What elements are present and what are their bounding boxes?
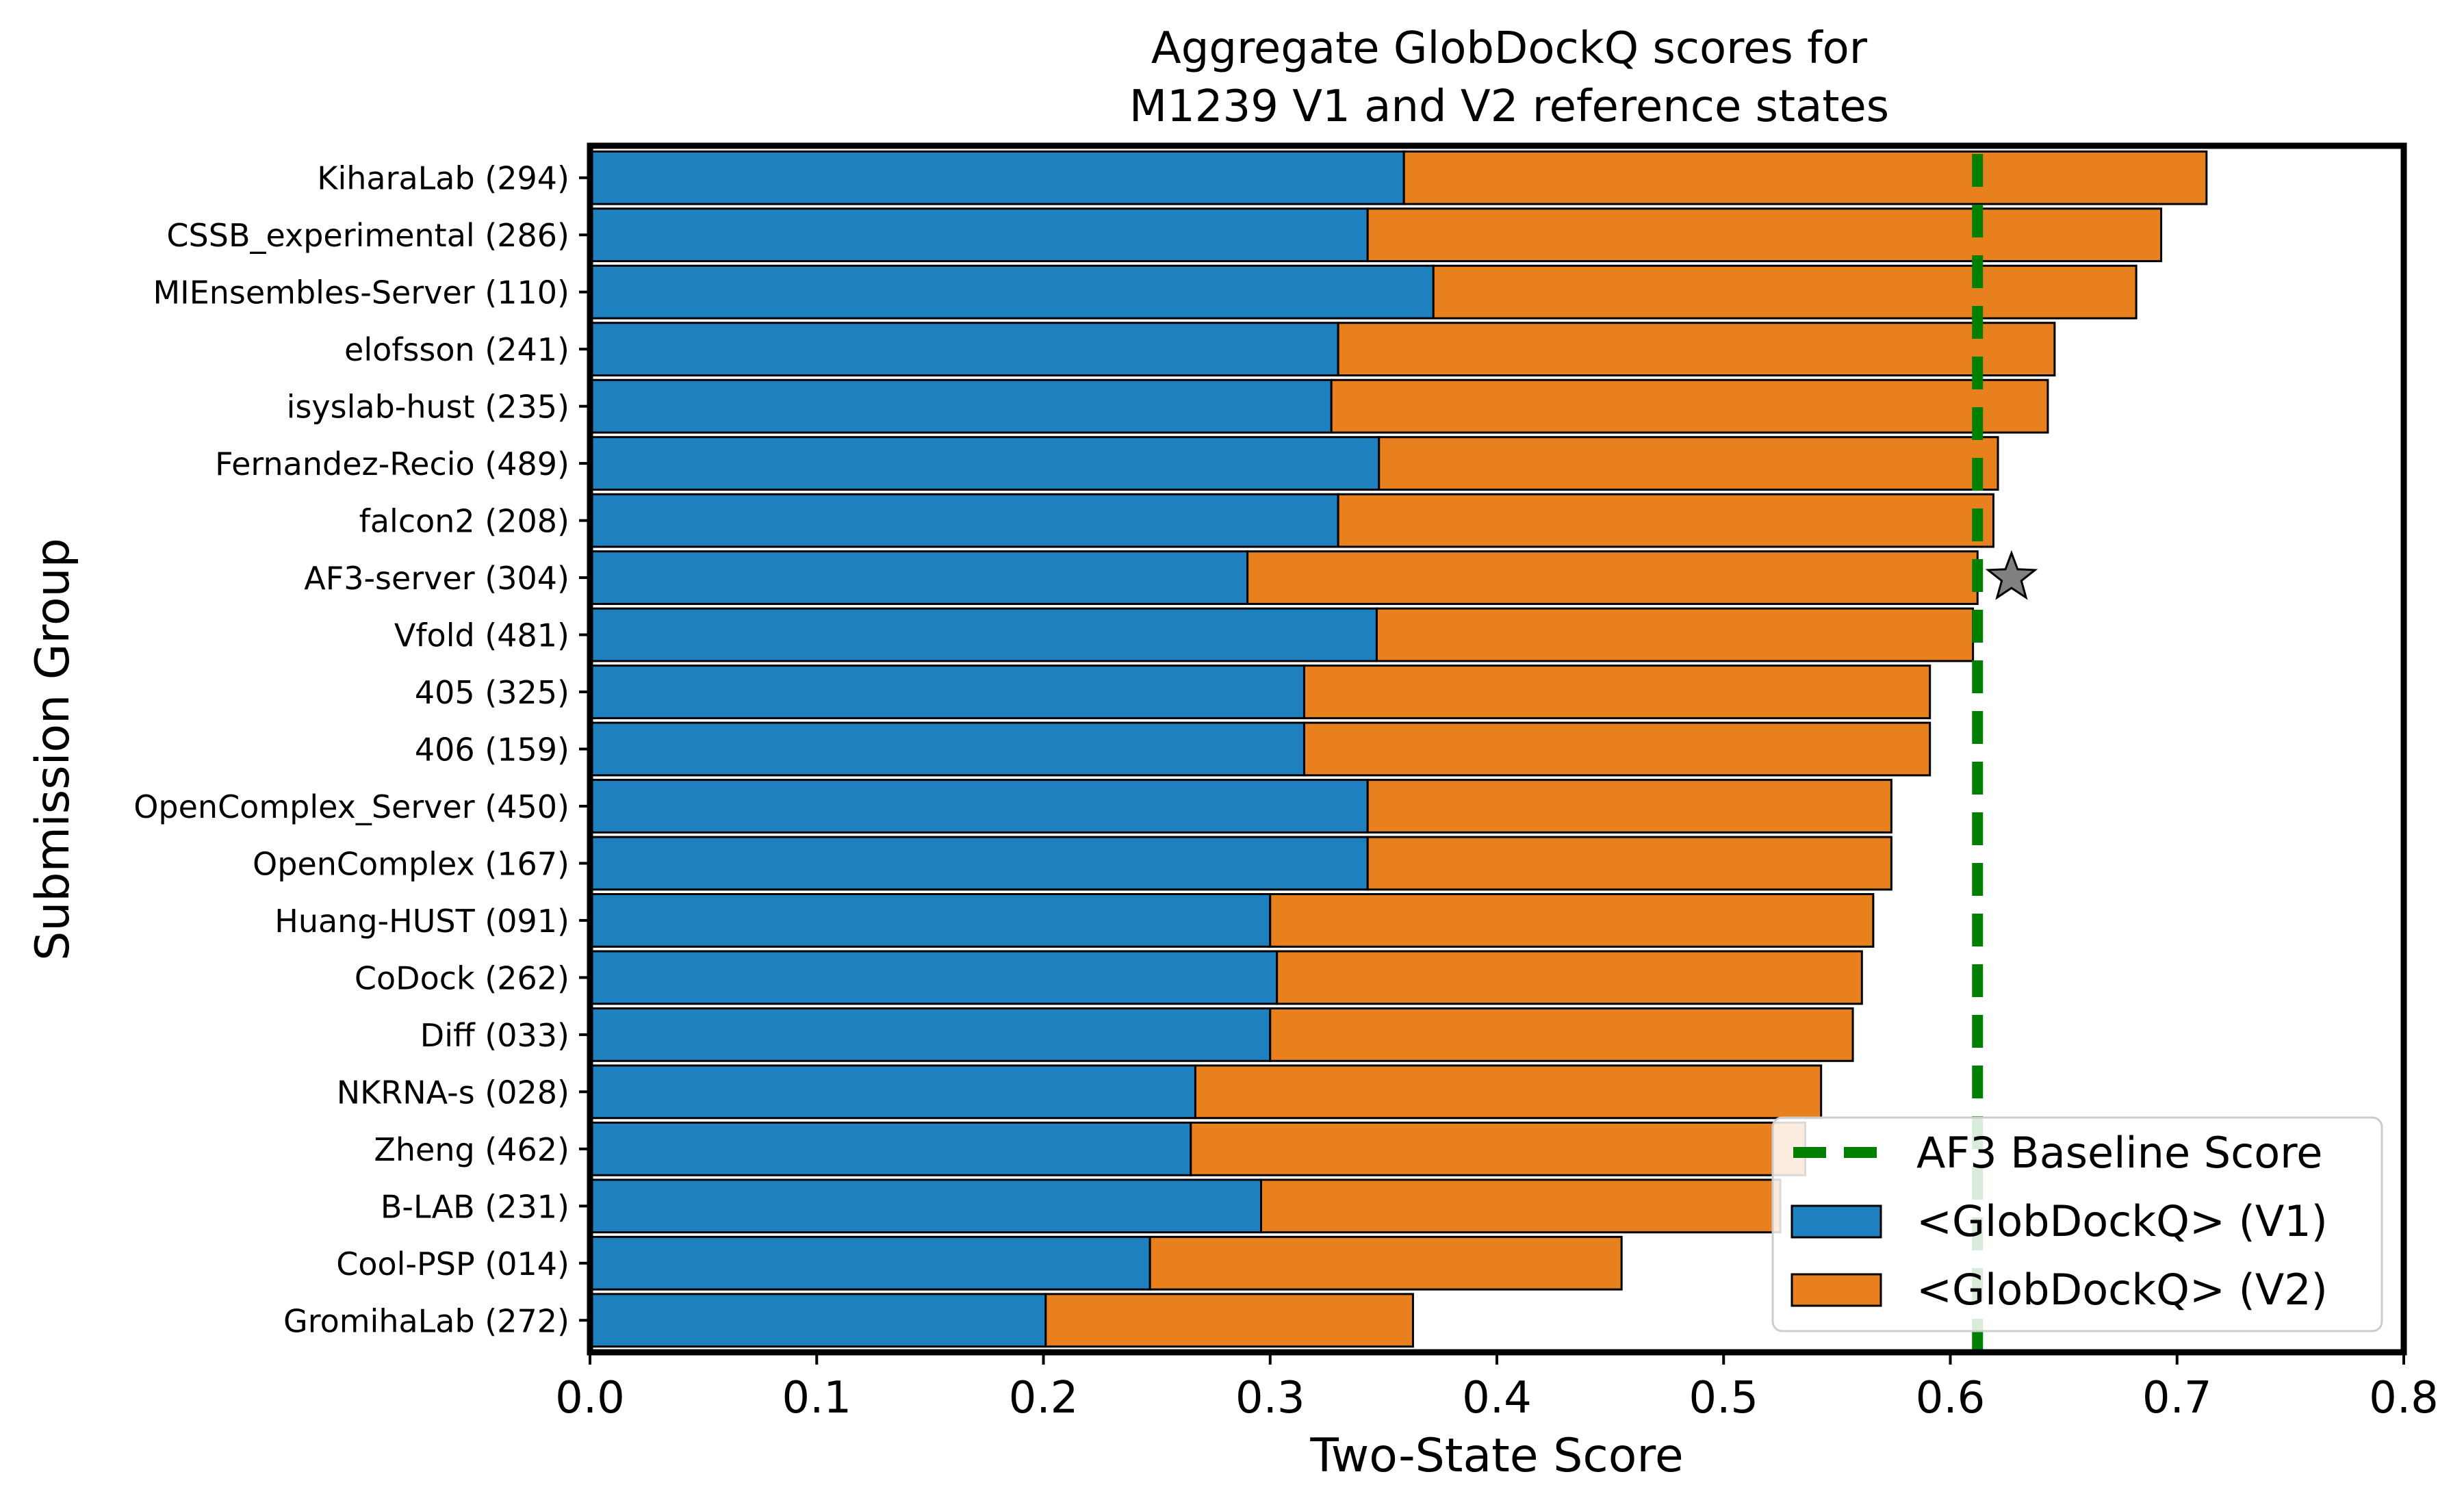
- bar-v1: [589, 550, 1249, 605]
- bar-v2: [1432, 264, 2138, 320]
- x-tick-label: 0.1: [782, 1373, 851, 1423]
- y-tick-label: KiharaLab (294): [317, 160, 569, 197]
- bar-v2: [1269, 893, 1875, 948]
- x-tick-label: 0.5: [1689, 1373, 1758, 1423]
- bar-v2: [1302, 665, 1932, 719]
- bar-v1: [589, 378, 1333, 434]
- bar-layer: [589, 150, 2208, 1348]
- bar-v1: [589, 322, 1339, 377]
- y-tick-label: elofsson (241): [344, 331, 569, 368]
- bar-v1: [589, 893, 1272, 948]
- y-tick-label: Vfold (481): [394, 617, 569, 654]
- y-tick-label: CoDock (262): [355, 959, 569, 996]
- y-tick-label: Huang-HUST (091): [274, 903, 569, 940]
- y-tick-label: Diff (033): [420, 1017, 569, 1054]
- bar-v1: [589, 150, 1405, 205]
- bar-v2: [1148, 1235, 1623, 1291]
- bar-v1: [589, 493, 1339, 548]
- legend-baseline-label: AF3 Baseline Score: [1916, 1128, 2322, 1178]
- y-tick-label: OpenComplex_Server (450): [133, 788, 569, 825]
- bar-v2: [1269, 1007, 1854, 1062]
- legend-v1-label: <GlobDockQ> (V1): [1916, 1196, 2328, 1246]
- bar-v1: [589, 1064, 1196, 1120]
- y-tick-label: isyslab-hust (235): [287, 389, 569, 426]
- bar-v2: [1337, 322, 2056, 377]
- bar-v1: [589, 950, 1279, 1005]
- chart-title-line-2: M1239 V1 and V2 reference states: [1129, 81, 1889, 132]
- legend: AF3 Baseline Score <GlobDockQ> (V1) <Glo…: [1771, 1116, 2383, 1332]
- y-tick-label: 405 (325): [415, 674, 569, 711]
- bar-v1: [589, 1293, 1047, 1348]
- bar-v2: [1402, 150, 2208, 205]
- plot-frame: [587, 142, 2407, 1356]
- y-tick-label: GromihaLab (272): [283, 1302, 569, 1339]
- af3-score-star-marker: [1985, 550, 2038, 600]
- y-tick-label: Cool-PSP (014): [336, 1246, 569, 1282]
- x-axis-label: Two-State Score: [1309, 1429, 1683, 1483]
- x-tick-label: 0.4: [1462, 1373, 1532, 1423]
- bar-v2: [1378, 436, 1999, 491]
- y-axis-label: Submission Group: [26, 538, 80, 961]
- y-tick-label: NKRNA-s (028): [337, 1074, 569, 1111]
- y-tick-label: falcon2 (208): [359, 503, 569, 540]
- x-tick-label: 0.0: [555, 1373, 625, 1423]
- y-tick-label: Zheng (462): [374, 1131, 569, 1168]
- y-tick-label: AF3-server (304): [304, 560, 569, 597]
- bar-v1: [589, 1235, 1151, 1291]
- y-tick-label: 406 (159): [415, 732, 569, 769]
- bar-v1: [589, 1007, 1272, 1062]
- y-tick-label: OpenComplex (167): [253, 845, 569, 882]
- bar-v1: [589, 264, 1435, 320]
- bar-v2: [1366, 779, 1892, 834]
- bar-v1: [589, 836, 1369, 891]
- legend-v2-label: <GlobDockQ> (V2): [1916, 1265, 2328, 1315]
- x-ticks: 0.0 0.1 0.2 0.3 0.4 0.5 0.6 0.7 0.8: [555, 1352, 2439, 1423]
- bar-v1: [589, 207, 1369, 263]
- bar-v2: [1330, 378, 2049, 434]
- bar-v2: [1044, 1293, 1414, 1348]
- bar-v1: [589, 1121, 1192, 1176]
- y-tick-label: CSSB_experimental (286): [166, 217, 569, 254]
- bar-v2: [1276, 950, 1863, 1005]
- x-tick-label: 0.6: [1916, 1373, 1986, 1423]
- bar-v2: [1366, 836, 1892, 891]
- bar-v2: [1190, 1121, 1806, 1176]
- legend-v2-swatch: [1791, 1273, 1882, 1307]
- y-tick-label: MIEnsembles-Server (110): [153, 274, 569, 311]
- legend-box: [1771, 1116, 2383, 1332]
- bar-v1: [589, 721, 1305, 777]
- chart-title-line-1: Aggregate GlobDockQ scores for: [1151, 23, 1868, 74]
- y-tick-labels: KiharaLab (294) CSSB_experimental (286) MI…: [133, 160, 590, 1339]
- x-tick-label: 0.7: [2142, 1373, 2212, 1423]
- bar-v2: [1260, 1178, 1782, 1234]
- y-tick-label: B-LAB (231): [381, 1188, 569, 1225]
- bar-v2: [1194, 1064, 1823, 1120]
- bar-v1: [589, 665, 1305, 719]
- bar-v1: [589, 1178, 1262, 1234]
- bar-v2: [1366, 207, 2163, 263]
- bar-v2: [1246, 550, 1979, 605]
- x-tick-label: 0.8: [2369, 1373, 2439, 1423]
- x-tick-label: 0.3: [1235, 1373, 1305, 1423]
- bar-v1: [589, 779, 1369, 834]
- x-tick-label: 0.2: [1009, 1373, 1079, 1423]
- bar-v2: [1337, 493, 1994, 548]
- bar-v1: [589, 436, 1381, 491]
- bar-v2: [1375, 607, 1975, 662]
- bar-v1: [589, 607, 1378, 662]
- y-tick-label: Fernandez-Recio (489): [215, 446, 569, 482]
- bar-v2: [1302, 721, 1932, 777]
- legend-v1-swatch: [1791, 1204, 1882, 1239]
